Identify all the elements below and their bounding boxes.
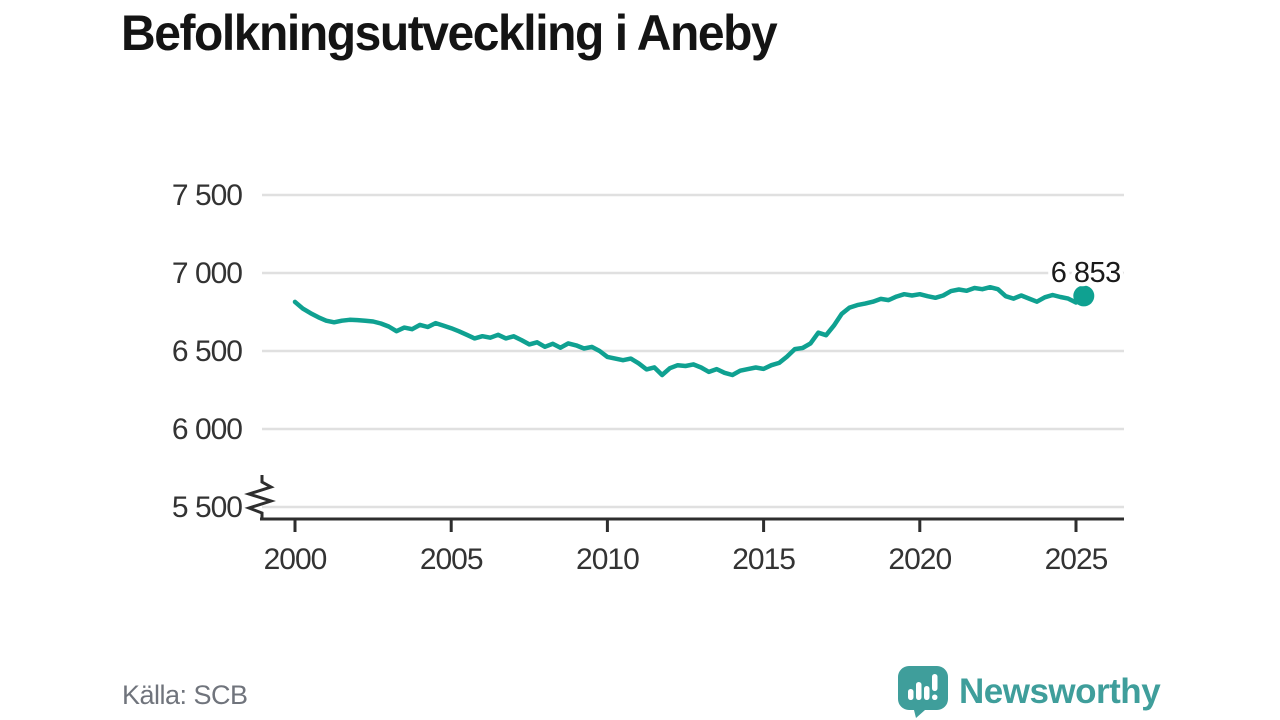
brand-wordmark: Newsworthy [959,671,1161,711]
y-tick-label: 5 500 [172,491,242,524]
page-title: Befolkningsutveckling i Aneby [121,5,778,61]
speech-bubble-bar-chart-icon [898,666,948,718]
y-axis-labels: 7 500 7 000 6 500 6 000 5 500 [172,179,243,524]
x-tick-label: 2015 [732,543,795,576]
newsworthy-logo: Newsworthy [897,665,1161,718]
gridlines [262,193,1124,509]
source-credit: Källa: SCB [122,680,248,710]
y-tick-label: 6 500 [172,335,242,368]
y-tick-label: 7 000 [172,257,242,290]
population-series-line [292,284,1087,378]
last-data-point-marker [1073,285,1095,307]
x-axis-ticks: 2000 2005 2010 2015 2020 2025 [264,519,1109,576]
x-tick-label: 2020 [888,543,951,576]
y-tick-label: 7 500 [172,179,242,212]
series-line-group [292,284,1087,378]
y-axis-break-squiggle-icon [244,475,276,519]
x-tick-label: 2000 [264,543,327,576]
x-tick-label: 2025 [1045,543,1108,576]
y-tick-label: 6 000 [172,413,242,446]
last-value-annotation: 6 853 [1051,257,1121,289]
x-tick-label: 2010 [576,543,639,576]
x-tick-label: 2005 [420,543,483,576]
